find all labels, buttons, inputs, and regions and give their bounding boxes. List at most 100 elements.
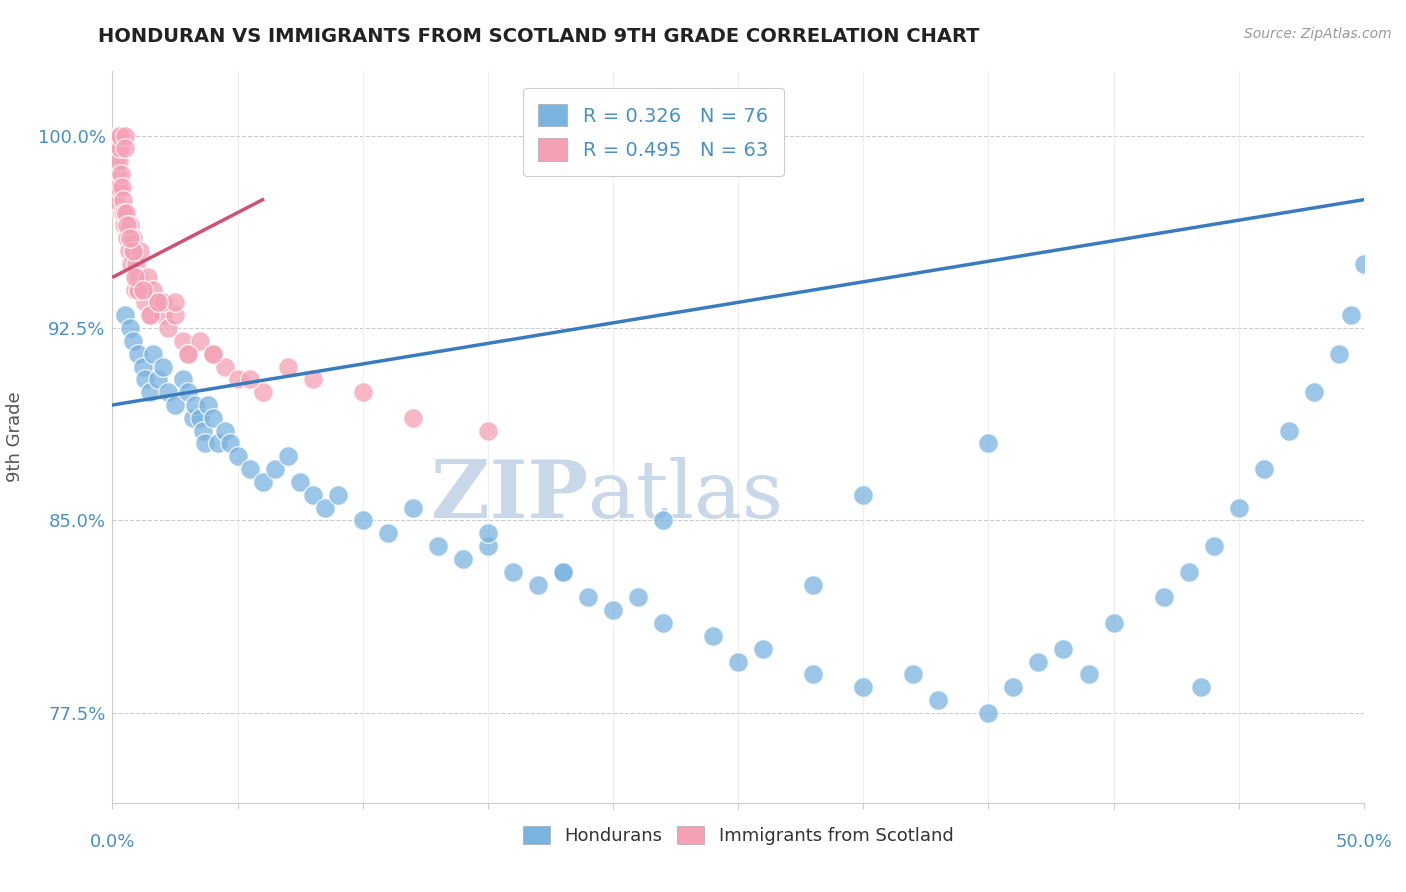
- Point: [1077, 667, 1099, 681]
- Point: [131, 283, 153, 297]
- Point: [252, 475, 274, 489]
- Point: [727, 655, 749, 669]
- Point: [152, 308, 174, 322]
- Point: [927, 693, 949, 707]
- Point: [551, 565, 574, 579]
- Point: [188, 410, 211, 425]
- Point: [118, 244, 141, 258]
- Point: [152, 295, 174, 310]
- Point: [576, 591, 599, 605]
- Point: [201, 346, 224, 360]
- Point: [105, 167, 128, 181]
- Point: [131, 283, 153, 297]
- Text: atlas: atlas: [588, 457, 783, 534]
- Point: [114, 205, 136, 219]
- Point: [111, 179, 134, 194]
- Point: [111, 205, 134, 219]
- Point: [152, 359, 174, 374]
- Point: [1002, 681, 1025, 695]
- Point: [114, 308, 136, 322]
- Point: [852, 681, 875, 695]
- Point: [176, 385, 198, 400]
- Point: [1202, 539, 1225, 553]
- Point: [156, 321, 179, 335]
- Point: [111, 193, 134, 207]
- Point: [252, 385, 274, 400]
- Point: [110, 128, 132, 143]
- Point: [226, 450, 249, 464]
- Point: [1253, 462, 1275, 476]
- Point: [277, 450, 299, 464]
- Point: [127, 269, 149, 284]
- Point: [977, 436, 1000, 450]
- Point: [194, 436, 217, 450]
- Point: [326, 488, 349, 502]
- Point: [191, 424, 214, 438]
- Point: [172, 334, 194, 348]
- Point: [146, 295, 169, 310]
- Point: [163, 295, 186, 310]
- Text: HONDURAN VS IMMIGRANTS FROM SCOTLAND 9TH GRADE CORRELATION CHART: HONDURAN VS IMMIGRANTS FROM SCOTLAND 9TH…: [98, 27, 980, 45]
- Point: [121, 244, 143, 258]
- Text: 0.0%: 0.0%: [90, 833, 135, 851]
- Point: [201, 410, 224, 425]
- Point: [163, 398, 186, 412]
- Point: [352, 514, 374, 528]
- Point: [801, 667, 824, 681]
- Point: [118, 219, 141, 233]
- Point: [214, 424, 236, 438]
- Point: [402, 500, 425, 515]
- Point: [290, 475, 312, 489]
- Point: [104, 179, 127, 194]
- Point: [176, 346, 198, 360]
- Point: [118, 231, 141, 245]
- Point: [184, 398, 207, 412]
- Point: [136, 269, 159, 284]
- Point: [903, 667, 925, 681]
- Point: [551, 565, 574, 579]
- Point: [146, 295, 169, 310]
- Point: [1189, 681, 1212, 695]
- Point: [114, 141, 136, 155]
- Point: [146, 372, 169, 386]
- Point: [108, 141, 131, 155]
- Point: [127, 283, 149, 297]
- Point: [1153, 591, 1175, 605]
- Point: [201, 346, 224, 360]
- Point: [977, 706, 1000, 720]
- Point: [477, 526, 499, 541]
- Point: [1340, 308, 1362, 322]
- Point: [108, 179, 131, 194]
- Point: [239, 372, 262, 386]
- Point: [134, 372, 156, 386]
- Point: [141, 283, 163, 297]
- Point: [301, 488, 323, 502]
- Point: [451, 552, 474, 566]
- Point: [652, 514, 675, 528]
- Legend: Hondurans, Immigrants from Scotland: Hondurans, Immigrants from Scotland: [509, 812, 967, 860]
- Point: [477, 424, 499, 438]
- Point: [702, 629, 724, 643]
- Point: [107, 141, 129, 155]
- Point: [426, 539, 449, 553]
- Point: [1302, 385, 1324, 400]
- Point: [752, 641, 775, 656]
- Point: [156, 385, 179, 400]
- Point: [1353, 257, 1375, 271]
- Point: [121, 231, 143, 245]
- Point: [352, 385, 374, 400]
- Point: [124, 269, 146, 284]
- Point: [139, 308, 162, 322]
- Point: [105, 154, 128, 169]
- Point: [134, 295, 156, 310]
- Point: [114, 128, 136, 143]
- Point: [1028, 655, 1050, 669]
- Point: [502, 565, 524, 579]
- Point: [602, 603, 624, 617]
- Point: [112, 219, 135, 233]
- Point: [527, 577, 550, 591]
- Point: [131, 359, 153, 374]
- Point: [107, 128, 129, 143]
- Point: [129, 244, 152, 258]
- Point: [141, 346, 163, 360]
